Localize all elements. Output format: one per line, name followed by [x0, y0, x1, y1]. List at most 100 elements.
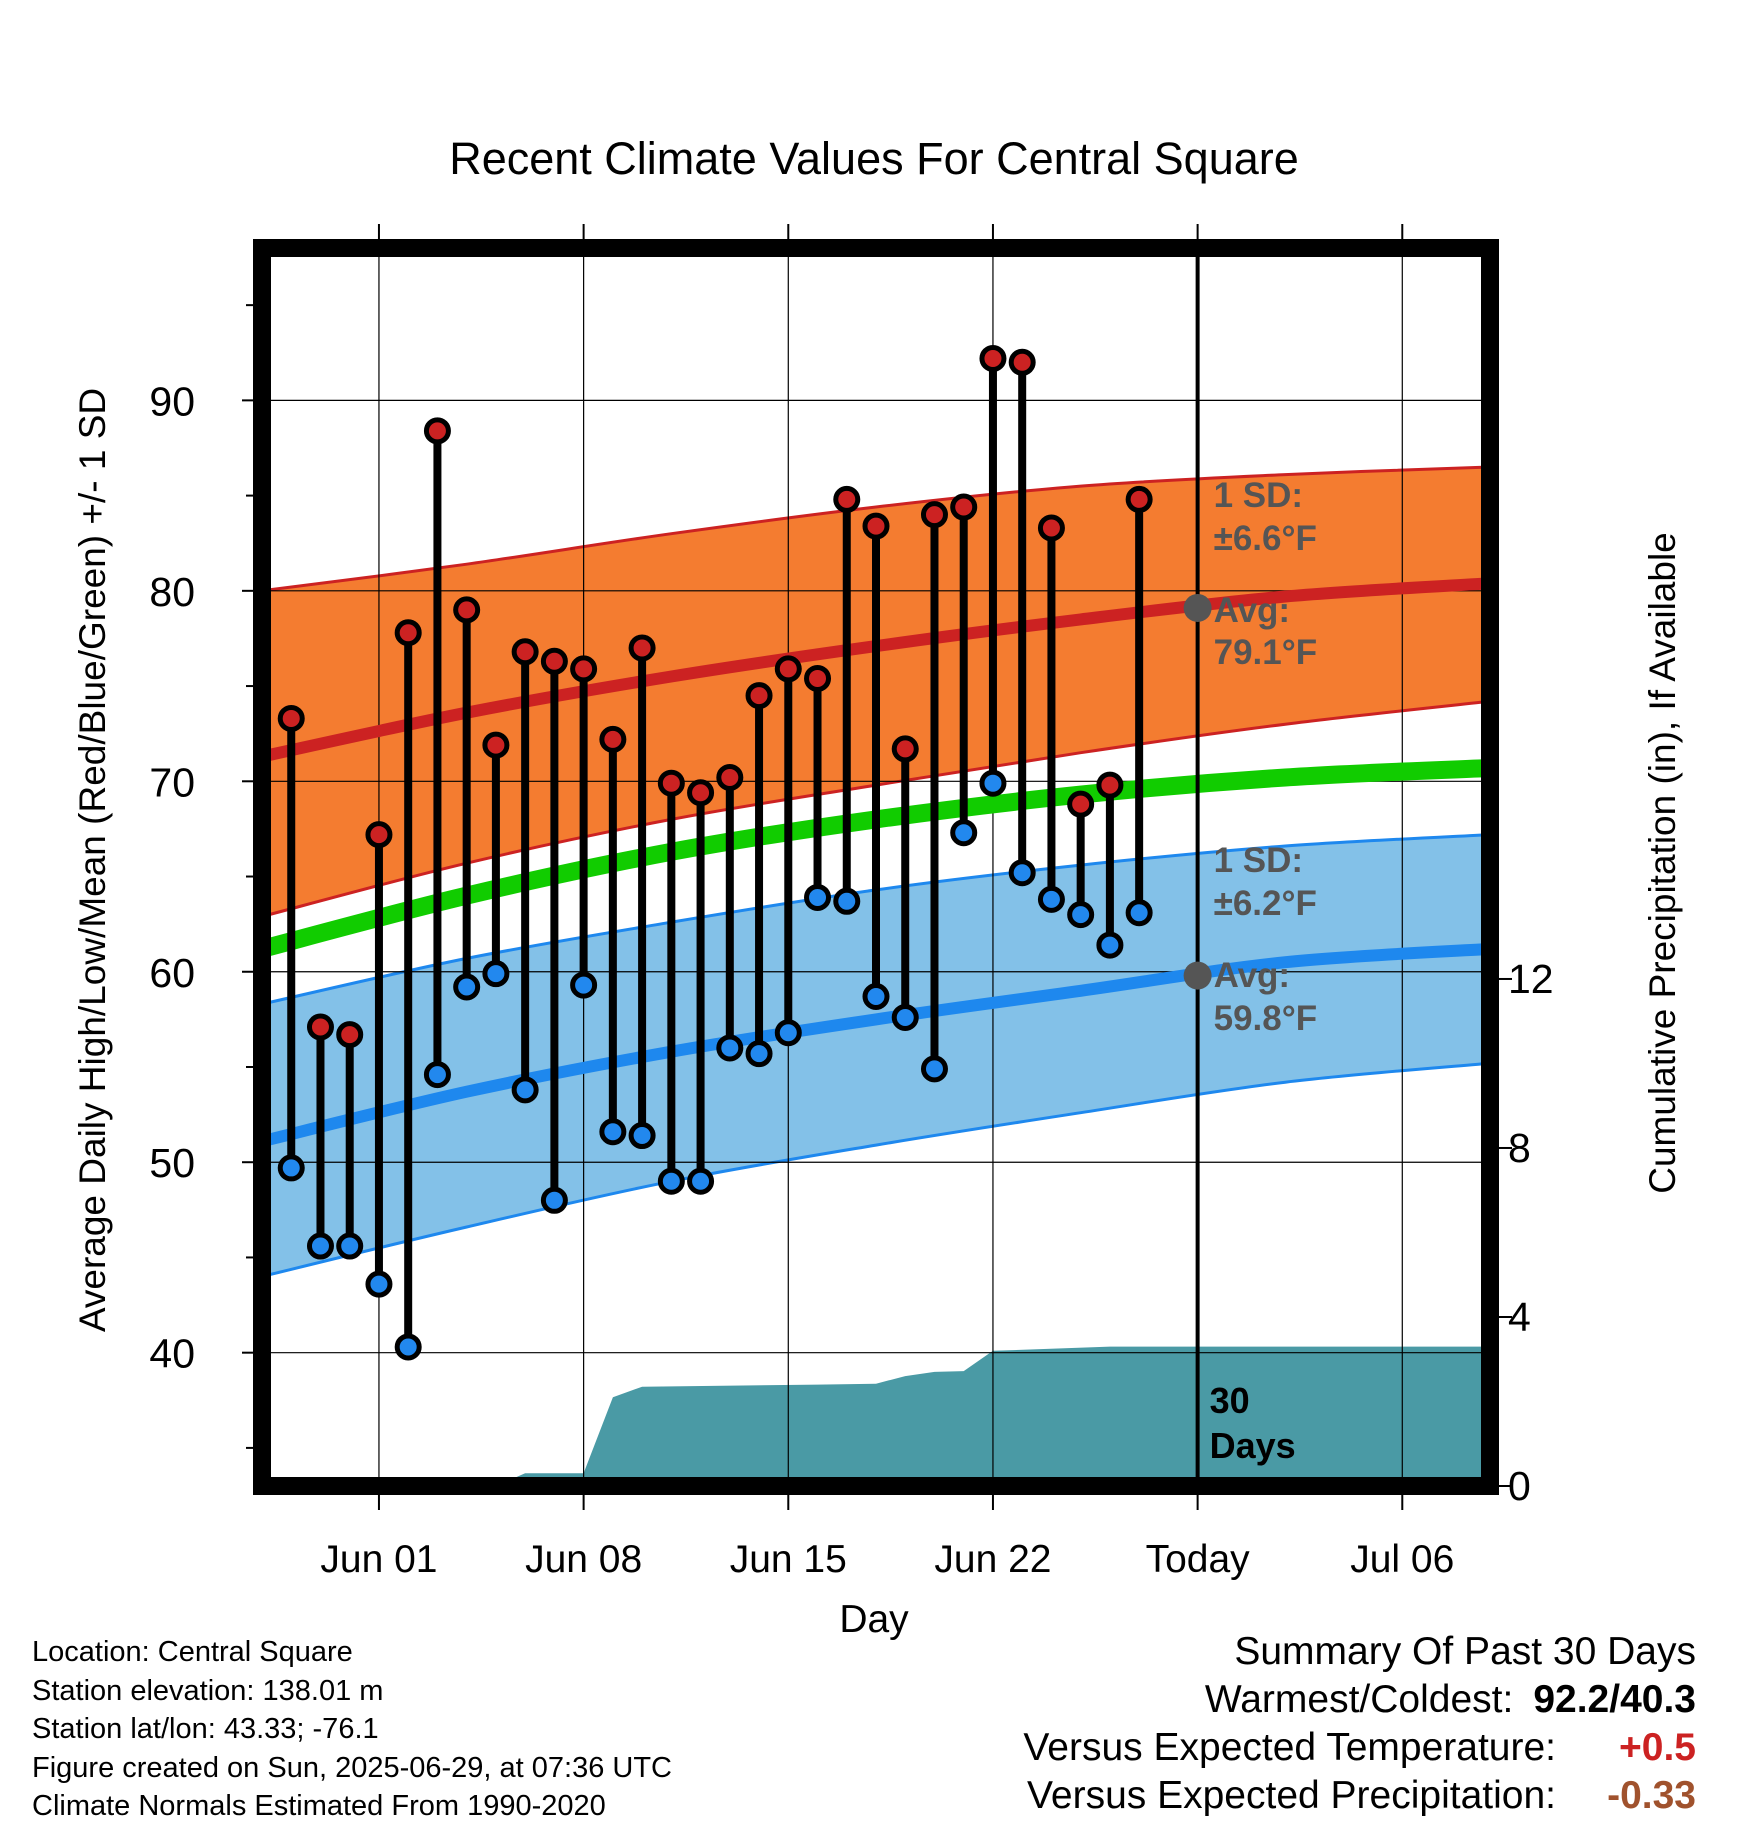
- summary-warmest-coldest: Warmest/Coldest: 92.2/40.3: [1023, 1676, 1696, 1724]
- daily-high-point: [306, 1013, 334, 1041]
- daily-high-point: [862, 512, 890, 540]
- daily-high-point: [277, 704, 305, 732]
- today-high-normal-dot: [1183, 593, 1212, 622]
- daily-high-point: [511, 638, 539, 666]
- daily-low-point: [365, 1270, 393, 1298]
- low-avg-label: Avg:: [1214, 956, 1290, 995]
- daily-low-point: [891, 1003, 919, 1031]
- x-tick-label: Jul 06: [1350, 1538, 1454, 1581]
- precip-anomaly-value: -0.33: [1607, 1774, 1696, 1817]
- daily-high-point: [657, 769, 685, 797]
- y-tick-label: 50: [149, 1140, 195, 1186]
- daily-high-point: [1067, 790, 1095, 818]
- daily-high-point: [453, 596, 481, 624]
- daily-low-point: [628, 1122, 656, 1150]
- daily-high-point: [804, 664, 832, 692]
- today-days-count: 30: [1210, 1380, 1250, 1421]
- daily-high-point: [365, 821, 393, 849]
- today-low-normal-dot: [1183, 961, 1212, 990]
- daily-low-point: [453, 973, 481, 1001]
- daily-high-point: [891, 735, 919, 763]
- daily-low-point: [599, 1118, 627, 1146]
- daily-low-point: [511, 1076, 539, 1104]
- station-location: Location: Central Square: [32, 1636, 353, 1668]
- y-tick-label: 80: [149, 569, 195, 615]
- daily-low-point: [394, 1333, 422, 1361]
- daily-high-point: [774, 655, 802, 683]
- today-days-label: Days: [1210, 1425, 1296, 1466]
- daily-high-point: [570, 655, 598, 683]
- high-sd-upper-edge: [261, 465, 1491, 593]
- y2-tick-label: 12: [1508, 956, 1554, 1002]
- daily-low-point: [657, 1167, 685, 1195]
- x-axis-label: Day: [839, 1598, 909, 1641]
- daily-low-point: [950, 819, 978, 847]
- y2-axis-label: Cumulative Precipitation (in), If Availa…: [1642, 532, 1683, 1194]
- axis-ticks: 40 50 60 70 80 90 0 4 8 12 Jun 01 Jun 08 Jun 15 Jun 2…: [149, 224, 1554, 1581]
- climate-normals-note: Climate Normals Estimated From 1990-2020: [32, 1790, 606, 1822]
- temp-anomaly-label: Versus Expected Temperature:: [1023, 1726, 1556, 1769]
- daily-high-point: [979, 344, 1007, 372]
- daily-low-point: [979, 769, 1007, 797]
- y2-tick-label: 4: [1508, 1294, 1531, 1340]
- daily-low-point: [570, 971, 598, 999]
- low-sd-band: [262, 834, 1490, 1277]
- daily-low-point: [687, 1167, 715, 1195]
- low-avg-value: 59.8°F: [1214, 999, 1318, 1038]
- daily-low-point: [277, 1154, 305, 1182]
- daily-high-point: [394, 619, 422, 647]
- daily-low-point: [920, 1055, 948, 1083]
- cumulative-precip-area: [408, 1346, 1491, 1486]
- daily-high-point: [833, 485, 861, 513]
- high-sd-value: ±6.6°F: [1214, 519, 1317, 558]
- high-avg-label: Avg:: [1214, 591, 1290, 630]
- low-sd-label: 1 SD:: [1214, 841, 1303, 880]
- daily-low-point: [833, 887, 861, 915]
- daily-high-point: [716, 763, 744, 791]
- station-elevation: Station elevation: 138.01 m: [32, 1674, 384, 1707]
- daily-low-point: [423, 1061, 451, 1089]
- daily-high-point: [1037, 514, 1065, 542]
- daily-low-point: [482, 960, 510, 988]
- y-tick-label: 60: [149, 950, 195, 996]
- daily-low-point: [774, 1019, 802, 1047]
- daily-low-point: [540, 1186, 568, 1214]
- x-tick-label: Today: [1146, 1538, 1251, 1581]
- daily-high-point: [1008, 348, 1036, 376]
- daily-high-point: [540, 647, 568, 675]
- daily-high-point: [423, 417, 451, 445]
- y-tick-label: 70: [149, 759, 195, 805]
- daily-high-point: [336, 1021, 364, 1049]
- daily-high-point: [599, 725, 627, 753]
- x-tick-label: Jun 15: [730, 1538, 847, 1581]
- summary-title: Summary Of Past 30 Days: [1234, 1630, 1696, 1673]
- daily-high-point: [628, 634, 656, 662]
- daily-high-point: [950, 493, 978, 521]
- daily-high-point: [687, 779, 715, 807]
- precip-area: [408, 1346, 1491, 1486]
- daily-low-point: [306, 1232, 334, 1260]
- x-tick-label: Jun 08: [525, 1538, 642, 1581]
- high-sd-label: 1 SD:: [1214, 476, 1303, 515]
- summary-panel: Summary Of Past 30 Days Warmest/Coldest:…: [1023, 1628, 1696, 1820]
- warmest-coldest-value: 92.2/40.3: [1533, 1678, 1696, 1721]
- daily-low-point: [1067, 901, 1095, 929]
- y-tick-label: 90: [149, 378, 195, 424]
- daily-high-point: [482, 731, 510, 759]
- y-tick-label: 40: [149, 1331, 195, 1377]
- low-sd-lower-edge: [261, 1061, 1491, 1278]
- daily-high-point: [1096, 771, 1124, 799]
- summary-precipitation: Versus Expected Precipitation: -0.33: [1023, 1772, 1696, 1820]
- precip-anomaly-label: Versus Expected Precipitation:: [1027, 1774, 1556, 1817]
- daily-low-point: [716, 1034, 744, 1062]
- warmest-coldest-label: Warmest/Coldest:: [1204, 1678, 1514, 1721]
- chart-title: Recent Climate Values For Central Square: [449, 133, 1299, 184]
- y2-tick-label: 0: [1508, 1463, 1531, 1509]
- daily-low-point: [1096, 931, 1124, 959]
- daily-low-point: [336, 1232, 364, 1260]
- daily-low-point: [1037, 885, 1065, 913]
- x-tick-label: Jun 01: [320, 1538, 437, 1581]
- figure-created: Figure created on Sun, 2025-06-29, at 07…: [32, 1751, 672, 1784]
